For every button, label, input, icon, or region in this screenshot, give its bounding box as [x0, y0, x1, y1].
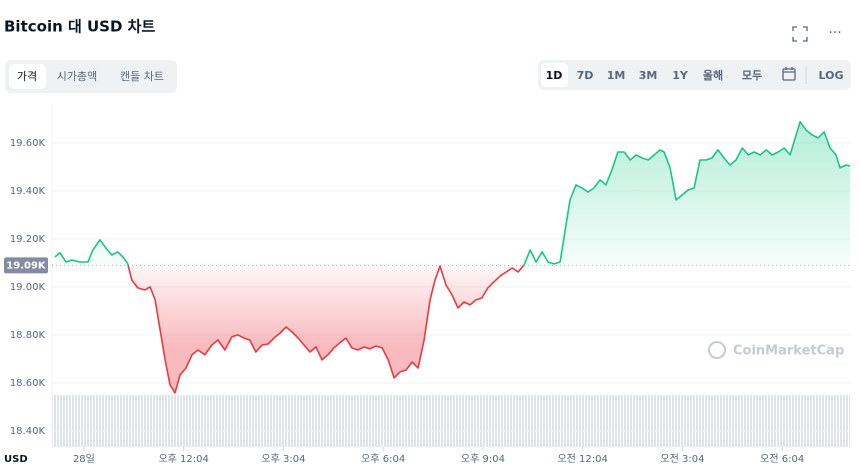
more-menu[interactable]: ··· [828, 25, 841, 41]
tab[interactable]: 시가총액 [57, 70, 97, 83]
range-button[interactable]: 7D [577, 69, 594, 82]
range-button[interactable]: 1Y [672, 69, 689, 82]
x-tick-label: 오후 3:04 [261, 453, 305, 465]
x-tick-label: 28일 [73, 453, 95, 465]
tab-active-bg [9, 64, 46, 89]
price-line [54, 121, 851, 394]
y-tick-label: 18.80K [10, 330, 46, 341]
watermark-text: CoinMarketCap [733, 344, 844, 359]
x-tick-label: 오전 6:04 [760, 453, 804, 465]
calendar-icon[interactable] [782, 67, 796, 81]
x-tick-label: 오후 12:04 [158, 453, 208, 465]
x-tick-label: 오후 9:04 [461, 453, 505, 465]
log-button[interactable]: LOG [819, 69, 844, 82]
range-button[interactable]: 모두 [742, 69, 762, 82]
tab-group [5, 60, 177, 93]
currency-label: USD [4, 454, 28, 465]
watermark: CoinMarketCap [708, 341, 844, 359]
range-button[interactable]: 1M [607, 69, 626, 82]
y-tick-label: 19.20K [10, 234, 46, 245]
range-active-bg [541, 63, 568, 87]
range-button[interactable]: 3M [639, 69, 658, 82]
fullscreen-icon[interactable] [792, 26, 808, 42]
x-tick-label: 오전 12:04 [557, 453, 607, 465]
y-tick-label: 18.40K [10, 426, 46, 437]
volume-band [52, 395, 850, 447]
y-tick-label: 19.00K [10, 282, 46, 293]
area [55, 121, 850, 394]
x-tick-label: 오전 3:04 [660, 453, 704, 465]
range-group [538, 60, 851, 90]
range-button[interactable]: 1D [546, 69, 563, 82]
baseline-label: 19.09K [6, 260, 47, 271]
tab[interactable]: 캔들 차트 [120, 70, 164, 83]
y-tick-label: 19.60K [10, 138, 46, 149]
tab[interactable]: 가격 [17, 70, 37, 83]
chart-title: Bitcoin 대 USD 차트 [4, 18, 155, 36]
x-tick-label: 오후 6:04 [361, 453, 405, 465]
range-button[interactable]: 올해 [703, 68, 723, 82]
y-tick-label: 19.40K [10, 186, 46, 197]
y-tick-label: 18.60K [10, 378, 46, 389]
baseline-label-bg [4, 257, 48, 274]
